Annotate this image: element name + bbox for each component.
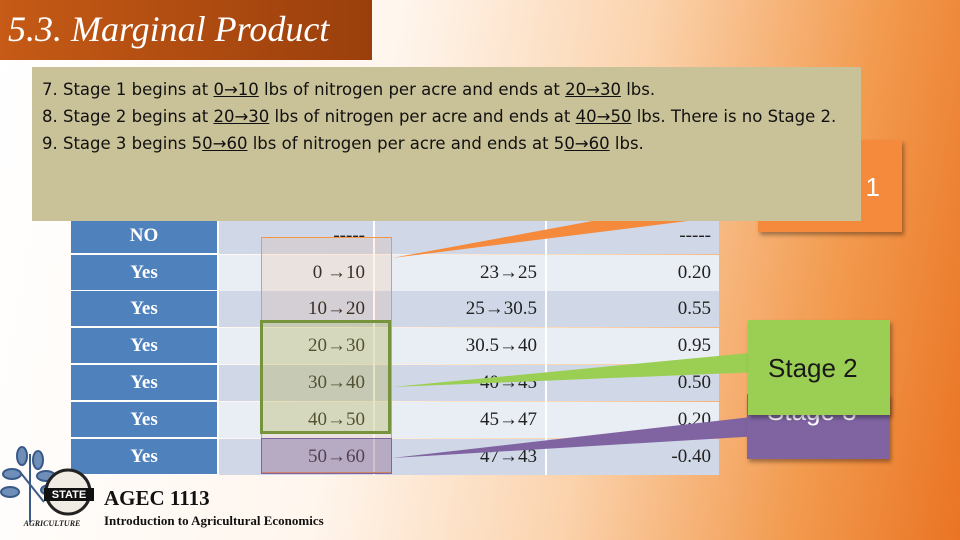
table-cell: 30.5→40 <box>373 328 545 364</box>
table-cell-label: Yes <box>71 255 217 291</box>
svg-text:STATE: STATE <box>52 489 86 501</box>
table-cell: 0.20 <box>545 255 719 291</box>
stage2-label: Stage 2 <box>768 353 858 383</box>
table-cell-label: Yes <box>71 439 217 475</box>
table-cell: 0.95 <box>545 328 719 364</box>
table-cell: ----- <box>217 218 373 254</box>
course-name: Introduction to Agricultural Economics <box>104 513 324 528</box>
table-cell-label: NO <box>71 218 217 254</box>
table-divider <box>545 218 547 475</box>
table-divider <box>373 218 375 475</box>
table-cell: 45→47 <box>373 402 545 438</box>
stage2-pointer <box>392 352 760 387</box>
table-cell: 30→40 <box>217 365 373 401</box>
title-bar: 5.3. Marginal Product <box>0 0 372 60</box>
slide-title: 5.3. Marginal Product <box>8 9 330 49</box>
table-cell-label: Yes <box>71 291 217 327</box>
table-cell: 50→60 <box>217 439 373 475</box>
svg-text:AGRICULTURE: AGRICULTURE <box>23 519 81 528</box>
table-cell-label: Yes <box>71 402 217 438</box>
note-line-9: 9. Stage 3 begins 50→60 lbs of nitrogen … <box>42 134 644 153</box>
stage3-highlight <box>261 438 392 474</box>
note-line-7: 7. Stage 1 begins at 0→10 lbs of nitroge… <box>42 80 656 99</box>
course-code: AGEC 1113 <box>104 486 210 510</box>
table-cell: 25→30.5 <box>373 291 545 327</box>
table-cell-label: Yes <box>71 365 217 401</box>
stage2-highlight <box>260 320 391 434</box>
table-row: Yes 0 →10 23→25 0.20 <box>71 255 719 291</box>
state-badge-icon: STATE <box>44 468 94 516</box>
table-cell-label: Yes <box>71 328 217 364</box>
table-cell: 0.55 <box>545 291 719 327</box>
table-cell: 0 →10 <box>217 255 373 291</box>
stage3-pointer <box>392 416 760 458</box>
note-line-8: 8. Stage 2 begins at 20→30 lbs of nitrog… <box>42 107 837 126</box>
table-cell: 23→25 <box>373 255 545 291</box>
data-table: NO ----- - ----- Yes 0 →10 23→25 0.20 Ye… <box>71 218 719 475</box>
table-row: Yes 20→30 30.5→40 0.95 <box>71 328 719 364</box>
table-cell: 20→30 <box>217 328 373 364</box>
answer-note: 7. Stage 1 begins at 0→10 lbs of nitroge… <box>32 67 861 221</box>
osu-agriculture-logo: STATE AGRICULTURE <box>0 446 94 528</box>
table-row: Yes 50→60 47→43 -0.40 <box>71 439 719 475</box>
table-divider <box>217 218 219 475</box>
stage2-callout: Stage 2 <box>748 320 890 415</box>
